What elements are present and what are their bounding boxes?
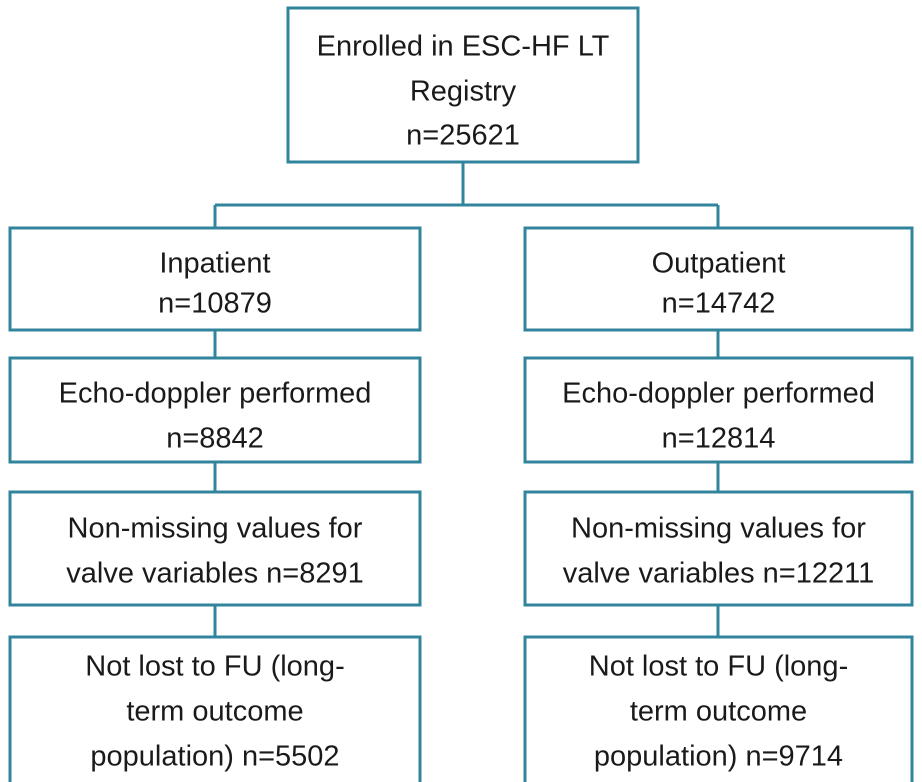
node-text: term outcome <box>126 696 303 728</box>
node-text: n=12814 <box>662 423 776 455</box>
node-box <box>8 490 422 607</box>
node-box <box>286 6 640 164</box>
node-text: Echo-doppler performed <box>59 378 372 410</box>
node-text: n=8842 <box>166 423 264 455</box>
node-box <box>523 490 914 607</box>
node-text: Enrolled in ESC-HF LT <box>317 31 610 63</box>
node-box <box>523 226 914 332</box>
node-box <box>523 635 914 782</box>
node-text: n=14742 <box>662 288 776 320</box>
node-text: valve variables n=8291 <box>66 558 363 590</box>
node-text: term outcome <box>630 696 807 728</box>
node-box <box>8 635 422 782</box>
node-box <box>8 356 422 464</box>
node-text: Echo-doppler performed <box>562 378 875 410</box>
node-text: Outpatient <box>652 248 786 280</box>
node-text: n=25621 <box>406 120 520 152</box>
node-text: Non-missing values for <box>571 513 866 545</box>
node-box <box>523 356 914 464</box>
node-text: Non-missing values for <box>68 513 363 545</box>
node-text: n=10879 <box>158 288 272 320</box>
node-box <box>8 226 422 332</box>
node-text: valve variables n=12211 <box>563 558 874 590</box>
node-text: Inpatient <box>159 248 270 280</box>
node-text: Registry <box>410 76 517 108</box>
node-text: population) n=9714 <box>594 741 843 773</box>
node-text: population) n=5502 <box>90 741 339 773</box>
node-text: Not lost to FU (long- <box>85 651 344 683</box>
connectors <box>213 162 720 637</box>
node-text: Not lost to FU (long- <box>589 651 848 683</box>
